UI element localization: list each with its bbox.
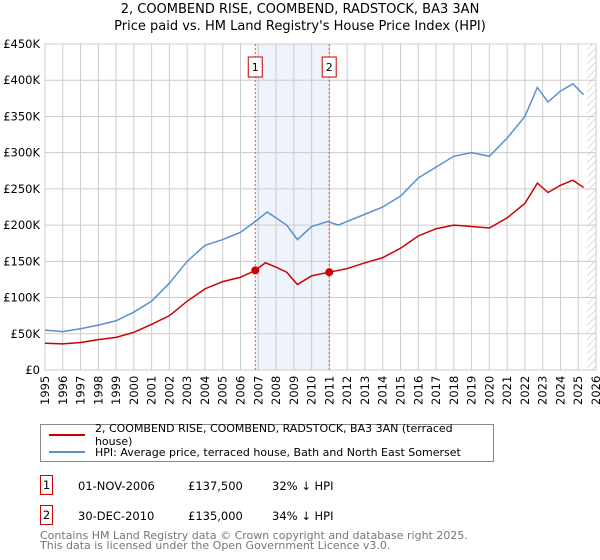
transaction-price: £135,000 — [188, 509, 243, 523]
x-tick-label: 2010 — [305, 376, 319, 405]
chart-title: 2, COOMBEND RISE, COOMBEND, RADSTOCK, BA… — [120, 2, 480, 17]
y-tick-label: £300K — [3, 146, 40, 160]
x-tick-label: 2009 — [287, 376, 301, 405]
x-tick-label: 2026 — [589, 376, 600, 405]
x-tick-label: 2022 — [518, 376, 532, 405]
x-tick-label: 1996 — [56, 376, 70, 405]
x-tick-label: 1998 — [91, 376, 105, 405]
footer-licence: This data is licensed under the Open Gov… — [40, 539, 391, 552]
x-tick-label: 2019 — [465, 376, 479, 405]
x-tick-label: 2024 — [553, 376, 567, 405]
x-tick-label: 2002 — [162, 376, 176, 405]
sale-marker-box — [247, 56, 263, 78]
legend-label: HPI: Average price, terraced house, Bath… — [95, 445, 461, 459]
sale-point — [325, 268, 334, 277]
legend: 2, COOMBEND RISE, COOMBEND, RADSTOCK, BA… — [40, 422, 494, 462]
y-tick-label: £200K — [3, 218, 40, 232]
sale-marker-label: 2 — [326, 61, 333, 74]
x-tick-label: 2015 — [393, 376, 407, 405]
plot-border — [44, 43, 597, 371]
sale-marker-box — [321, 56, 337, 78]
x-tick-label: 2025 — [571, 376, 585, 405]
x-tick-label: 2003 — [180, 376, 194, 405]
transaction-date: 30-DEC-2010 — [78, 509, 155, 523]
x-tick-label: 1999 — [109, 376, 123, 405]
transaction-price: £137,500 — [188, 479, 243, 493]
footer-copyright: Contains HM Land Registry data © Crown c… — [40, 529, 468, 542]
x-tick-label: 2016 — [411, 376, 425, 405]
x-tick-label: 2017 — [429, 376, 443, 405]
legend-item-hpi: HPI: Average price, terraced house, Bath… — [49, 444, 461, 460]
legend-label: 2, COOMBEND RISE, COOMBEND, RADSTOCK, BA… — [94, 422, 453, 448]
x-tick-label: 1995 — [38, 376, 52, 405]
x-tick-label: 2013 — [358, 376, 372, 405]
sale-period-shading — [255, 44, 330, 370]
y-tick-label: £350K — [3, 109, 40, 123]
y-tick-label: £150K — [3, 254, 40, 268]
x-tick-label: 2021 — [500, 376, 514, 405]
transaction-hpi: 34% ↓ HPI — [272, 509, 334, 523]
plot-area: 1995 1996 1997 1998 1999 2000 2001 2002 2003 2004… — [3, 37, 600, 405]
y-tick-label: £0 — [25, 363, 40, 377]
transaction-date: 01-NOV-2006 — [78, 479, 155, 493]
legend-item-property: 2, COOMBEND RISE, COOMBEND, RADSTOCK, BA… — [49, 422, 493, 448]
x-tick-label: 2012 — [340, 376, 354, 405]
y-tick-label: £400K — [3, 73, 40, 87]
transaction-marker: 2 — [40, 505, 53, 525]
x-tick-label: 2000 — [127, 376, 141, 405]
x-tick-label: 2007 — [251, 376, 265, 405]
sale-point — [251, 266, 260, 275]
transaction-hpi: 32% ↓ HPI — [272, 479, 334, 493]
sale-marker-label: 1 — [252, 61, 259, 74]
x-tick-label: 2004 — [198, 376, 212, 405]
x-tick-label: 2023 — [536, 376, 550, 405]
x-tick-label: 2014 — [376, 376, 390, 405]
legend-swatch-red — [49, 434, 85, 436]
forecast-hatch — [587, 44, 596, 370]
x-tick-label: 2006 — [234, 376, 248, 405]
x-tick-label: 2011 — [322, 376, 336, 405]
y-tick-label: £50K — [11, 327, 41, 341]
legend-swatch-blue — [49, 451, 85, 453]
chart-subtitle: Price paid vs. HM Land Registry's House … — [114, 19, 486, 34]
y-tick-label: £100K — [3, 291, 40, 305]
x-tick-label: 2020 — [482, 376, 496, 405]
x-tick-label: 2018 — [447, 376, 461, 405]
price-paid-line — [44, 179, 584, 345]
x-tick-label: 2008 — [269, 376, 283, 405]
x-tick-label: 2001 — [145, 376, 159, 405]
x-tick-label: 1997 — [74, 376, 88, 405]
transaction-marker: 1 — [40, 475, 53, 495]
y-tick-label: £450K — [3, 37, 40, 51]
hpi-line — [44, 82, 585, 333]
y-tick-label: £250K — [3, 182, 40, 196]
footer: Contains HM Land Registry data © Crown c… — [40, 529, 468, 552]
x-tick-label: 2005 — [216, 376, 230, 405]
